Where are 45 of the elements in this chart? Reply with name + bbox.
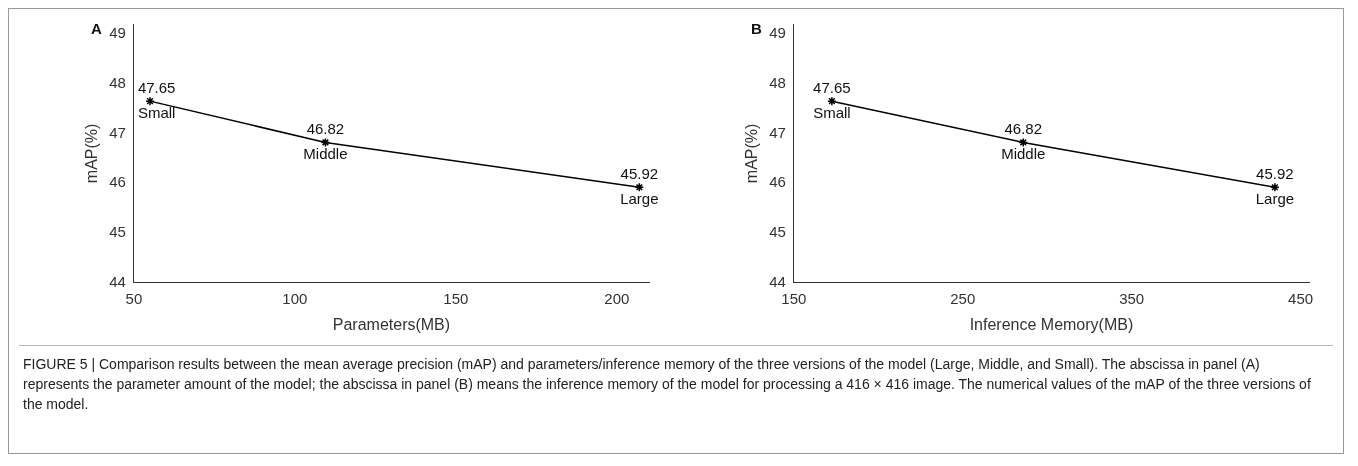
y-tick-label: 46: [109, 173, 126, 191]
x-tick-label: 150: [443, 289, 469, 307]
caption: FIGURE 5 | Comparison results between the mean average precision (mAP) and parameters/inference memory of the three versions of the model (Large, Middle, and Small). The abscissa in panel (A) represents the parameter amount of the model; the abscissa in panel (B) means the inference memory of the model for processing a 416 × 416 image. The numerical values of the mAP of the three versions of the model.: [23, 355, 1312, 414]
y-tick-label: 47: [109, 123, 126, 141]
data-label: 46.82: [1004, 120, 1043, 138]
point: [1018, 137, 1028, 148]
point: [145, 96, 155, 106]
y-axis-title: mAP(%): [743, 123, 761, 184]
data-label: 45.92: [1256, 164, 1294, 182]
y-tick-label: 49: [769, 24, 786, 42]
x-axis-title: Inference Memory(MB): [969, 315, 1134, 333]
y-tick-label: 47: [769, 123, 786, 141]
y-tick-label: 44: [109, 272, 126, 290]
y-tick-label: 44: [769, 272, 786, 290]
data-label: 46.82: [306, 120, 345, 138]
point: [827, 96, 837, 106]
y-tick-label: 49: [109, 24, 126, 42]
point: [320, 137, 331, 148]
annotation: Middle: [303, 145, 348, 163]
y-tick-label: 48: [769, 73, 786, 91]
data-label: 45.92: [620, 164, 659, 182]
y-tick-label: 48: [109, 73, 126, 91]
x-tick-label: 150: [781, 289, 807, 307]
y-tick-label: 45: [109, 223, 126, 241]
y-tick-label: 46: [769, 173, 786, 191]
annotation: Small: [813, 103, 851, 121]
x-tick-label: 50: [125, 289, 143, 307]
x-axis-title: Parameters(MB): [332, 315, 451, 333]
x-tick-label: 350: [1119, 289, 1145, 307]
x-tick-label: 100: [282, 289, 308, 307]
point: [634, 182, 645, 192]
x-tick-label: 200: [604, 289, 630, 307]
point: [1270, 182, 1280, 192]
annotation: Large: [1255, 189, 1295, 207]
annotation: Large: [620, 189, 659, 207]
x-tick-label: 250: [950, 289, 976, 307]
chart-title: B: [751, 20, 763, 38]
y-tick-label: 45: [769, 223, 786, 241]
annotation: Middle: [1001, 145, 1046, 163]
annotation: Small: [137, 103, 176, 121]
chart-title: A: [91, 20, 103, 38]
data-label: 47.65: [137, 78, 176, 96]
y-axis-title: mAP(%): [83, 123, 101, 184]
x-tick-label: 450: [1288, 289, 1314, 307]
data-label: 47.65: [813, 78, 851, 96]
